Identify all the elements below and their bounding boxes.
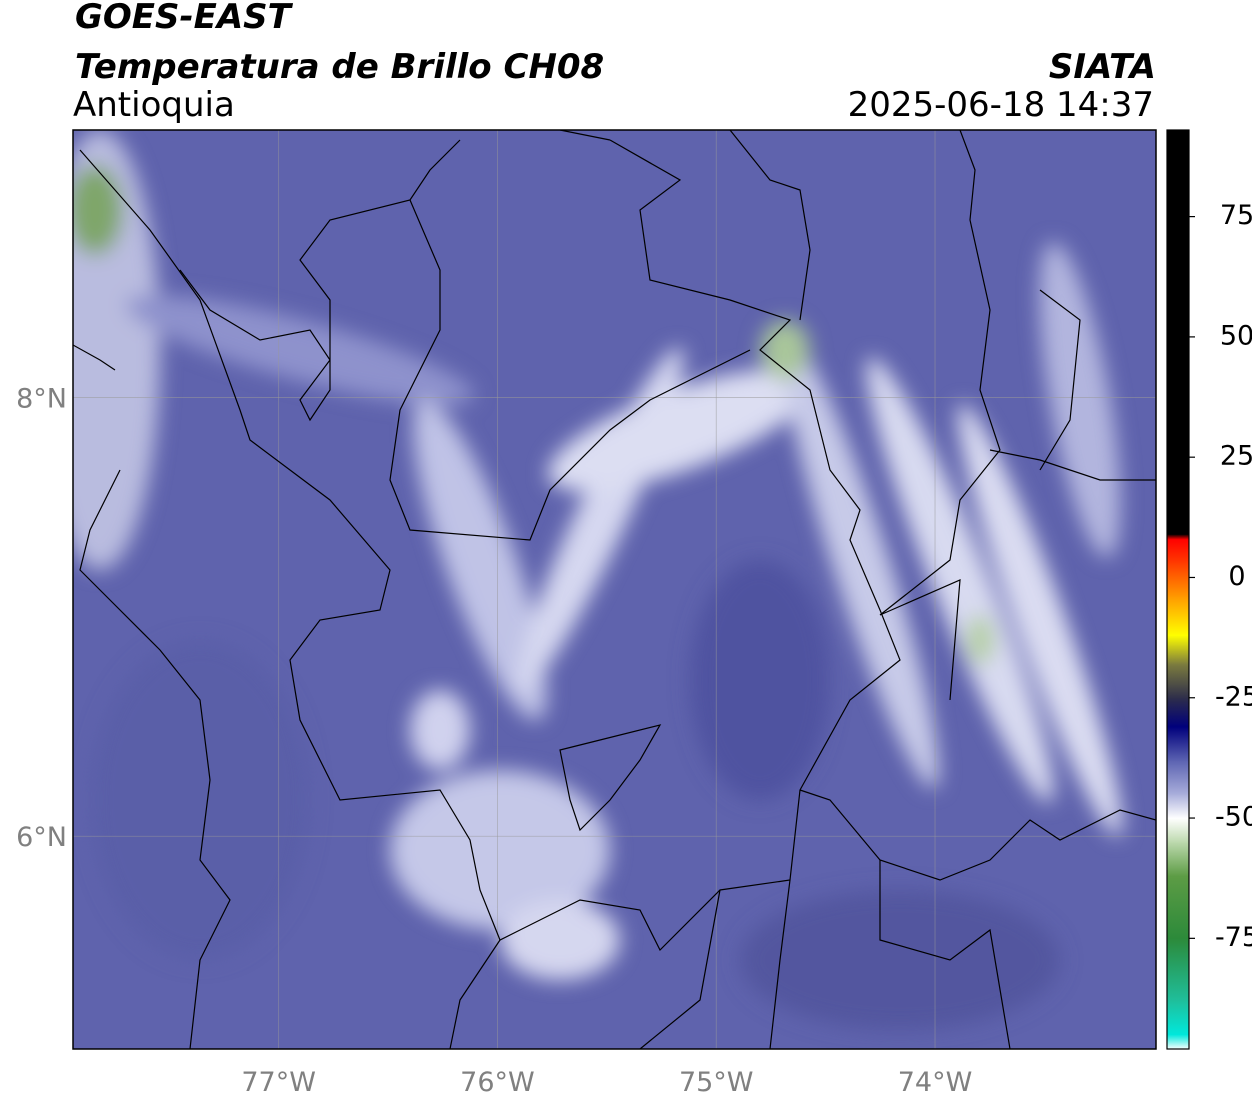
cloud: [125, 295, 475, 405]
colorbar-segment: [1167, 726, 1189, 761]
border: [989, 289, 1156, 481]
colorbar-segment: [1167, 635, 1189, 665]
border: [449, 860, 1011, 1049]
colorbar-tick-label: 0: [1228, 561, 1245, 592]
axes: 77°W 76°W 75°W 74°W 6°N 8°N: [16, 384, 972, 1098]
cloud: [73, 165, 123, 255]
cloud: [410, 690, 470, 770]
graticule: [73, 130, 1156, 1049]
colorbar-tick-label: 25: [1220, 441, 1252, 472]
title: GOES-EAST: [75, 0, 294, 37]
boundaries: [73, 130, 1156, 1049]
colorbar-tick-label: -75: [1215, 922, 1252, 953]
colorbar-frame: [1166, 129, 1190, 1050]
cloud: [781, 331, 939, 789]
colorbar-segment: [1167, 1000, 1189, 1036]
agency: SIATA: [1049, 47, 1156, 87]
cloud: [957, 403, 1123, 837]
subtitle: Temperatura de Brillo CH08: [75, 47, 604, 87]
cloud: [965, 615, 995, 665]
colorbar: -75 -50 -25 0 25 50 75: [1167, 130, 1252, 1050]
cloud: [760, 320, 810, 380]
colorbar-segment: [1167, 818, 1189, 843]
colorbar-tick-label: 50: [1220, 320, 1252, 351]
colorbar-segment: [1167, 563, 1189, 598]
x-tick-label: 75°W: [679, 1067, 754, 1098]
colorbar-segment: [1167, 842, 1189, 877]
map: [73, 130, 1156, 1049]
coastline: [79, 469, 231, 1049]
map-frame: [72, 129, 1157, 1050]
x-tick-label: 77°W: [241, 1067, 316, 1098]
border: [389, 130, 751, 541]
colorbar-segment: [1167, 760, 1189, 795]
colorbar-segment: [1167, 1034, 1189, 1050]
colorbar-segment: [1167, 664, 1189, 699]
cloud: [413, 399, 547, 721]
cloud: [390, 770, 610, 930]
colorbar-segment: [1167, 938, 1189, 1002]
x-tick-label: 76°W: [460, 1067, 535, 1098]
cloud: [1039, 242, 1121, 558]
y-tick-label: 6°N: [16, 822, 67, 853]
cloud: [547, 369, 813, 491]
border: [559, 724, 662, 832]
timestamp: 2025-06-18 14:37: [848, 85, 1154, 125]
coastline: [179, 139, 461, 422]
colorbar-tick-label: 75: [1220, 200, 1252, 231]
cloud: [740, 890, 1060, 1030]
colorbar-segment: [1167, 538, 1189, 564]
colorbar-segment: [1167, 793, 1189, 819]
border: [799, 789, 1156, 881]
cloud: [690, 560, 830, 800]
border: [729, 130, 1001, 701]
colorbar-segment: [1167, 534, 1189, 540]
colorbar-tick-label: -25: [1215, 681, 1252, 712]
colorbar-segment: [1167, 130, 1189, 535]
x-tick-label: 74°W: [898, 1067, 973, 1098]
colorbar-segment: [1167, 875, 1189, 939]
colorbar-tick-label: -50: [1215, 802, 1252, 833]
border: [79, 139, 901, 952]
coastline: [73, 344, 116, 371]
colorbar-segment: [1167, 596, 1189, 636]
colorbar-segment: [1167, 697, 1189, 728]
region: Antioquia: [73, 85, 235, 125]
cloud: [90, 640, 310, 960]
cloud: [500, 900, 620, 980]
y-tick-label: 8°N: [16, 384, 67, 415]
